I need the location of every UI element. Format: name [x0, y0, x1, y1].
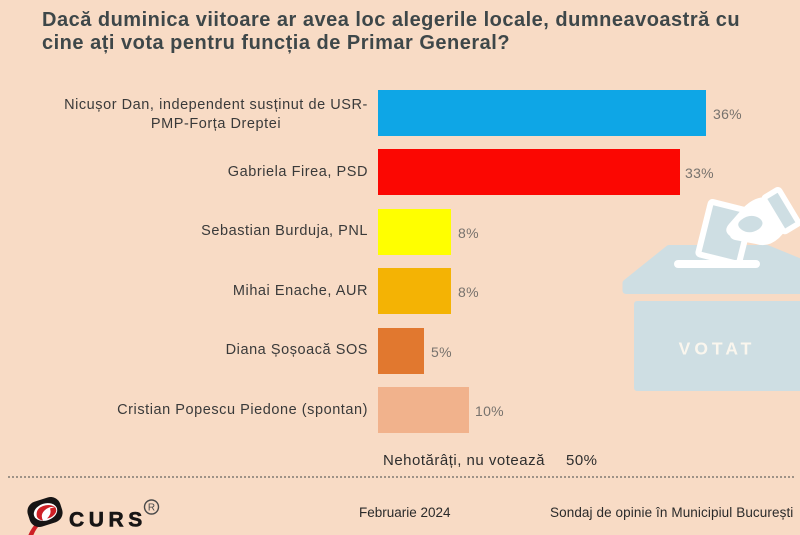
- svg-text:VOTAT: VOTAT: [679, 339, 756, 359]
- svg-text:R: R: [148, 503, 155, 514]
- svg-text:CURS: CURS: [69, 509, 147, 532]
